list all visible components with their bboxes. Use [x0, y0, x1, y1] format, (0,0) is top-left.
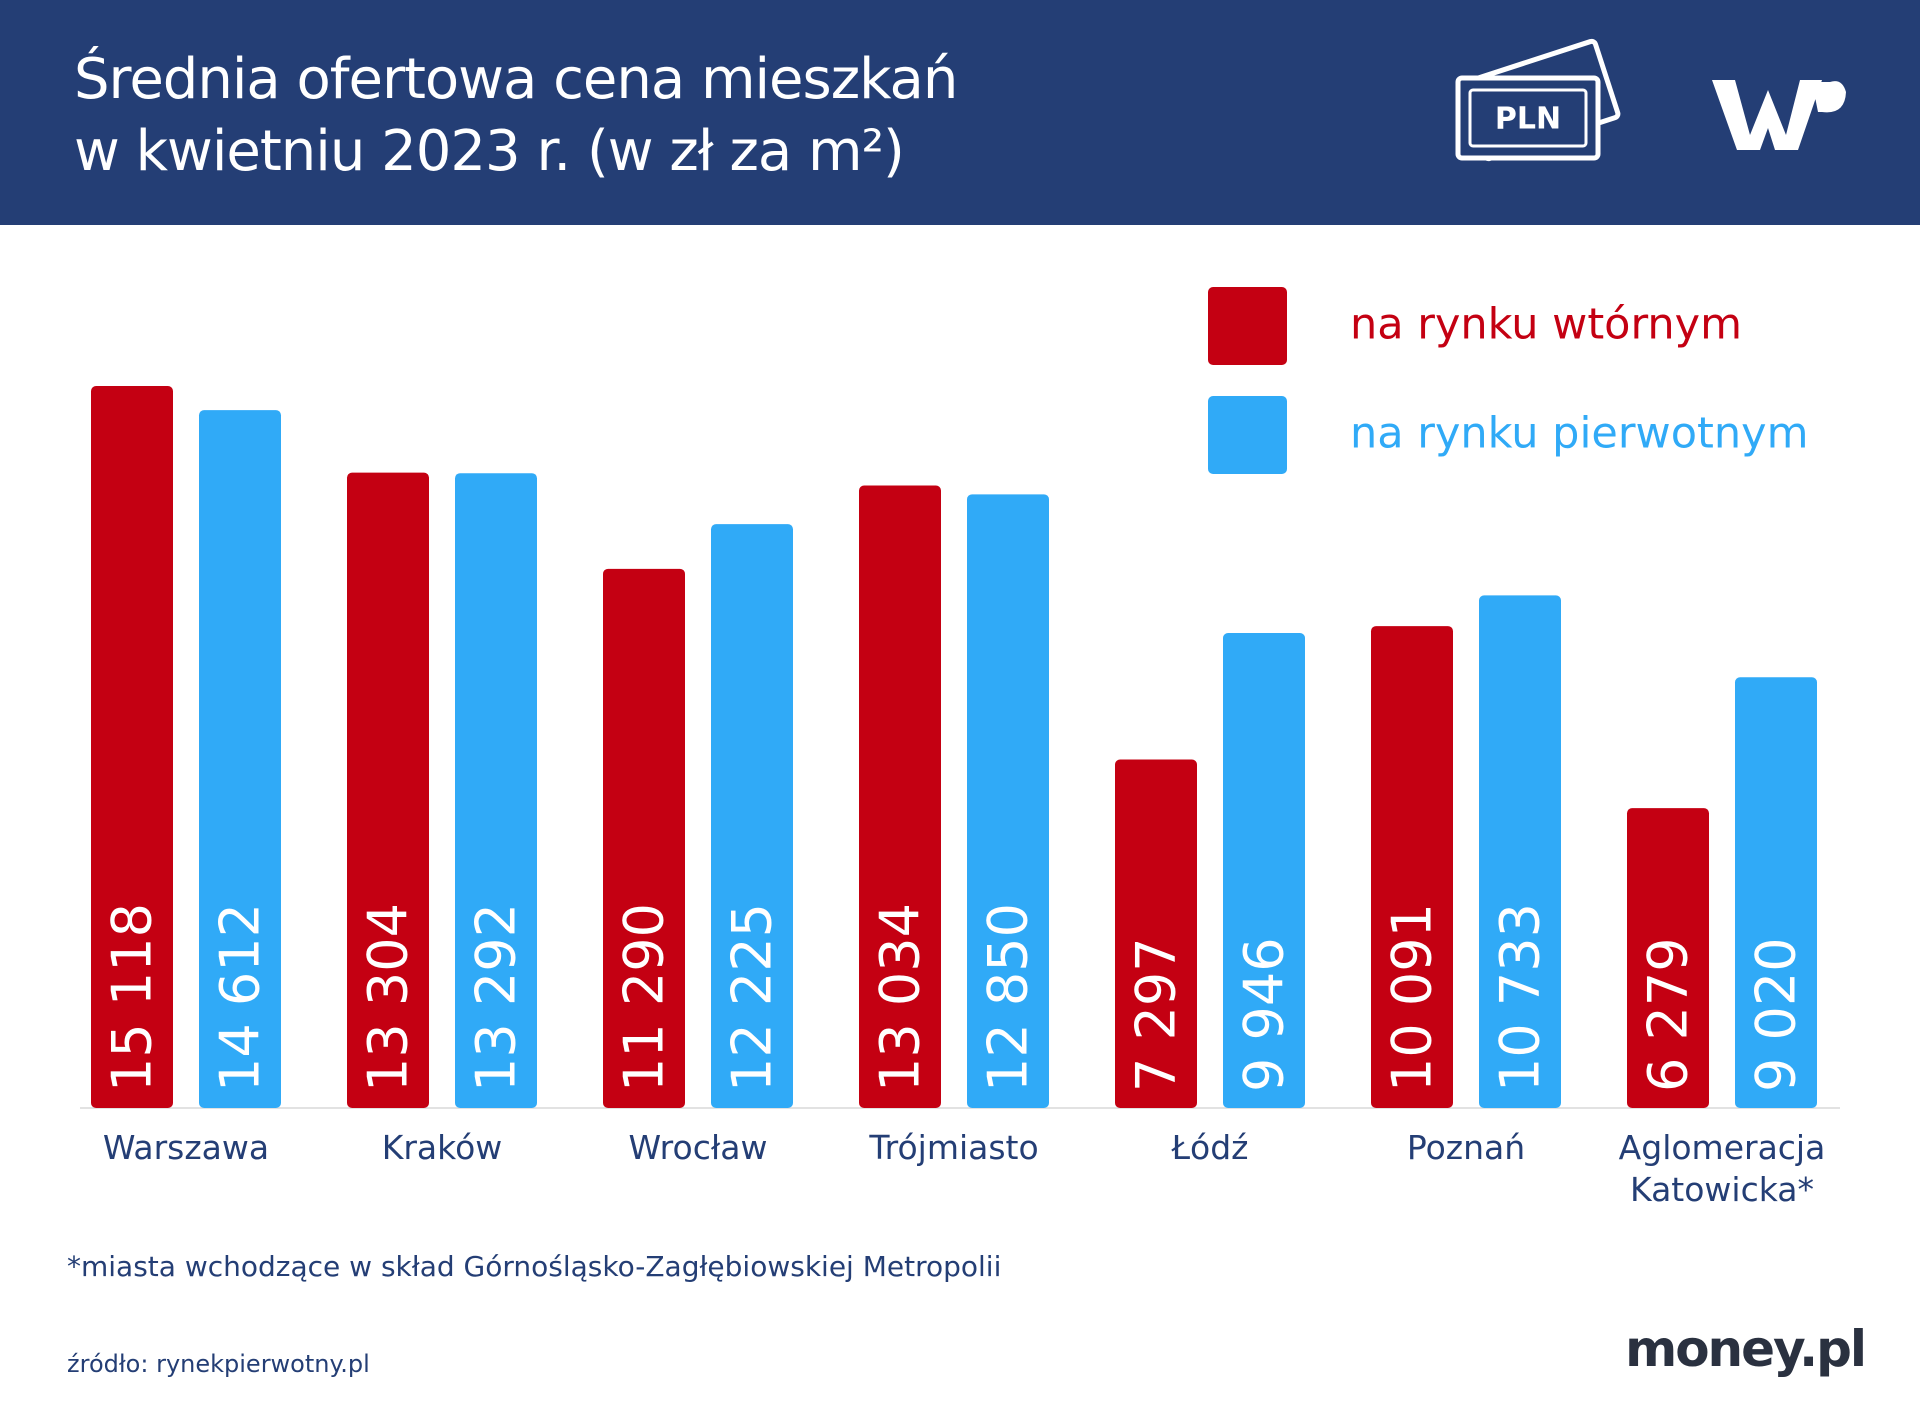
brand-logo: money.pl [1625, 1320, 1867, 1378]
x-tick-label: Łódź [1171, 1128, 1249, 1167]
value-label: 14 612 [209, 903, 272, 1092]
legend-swatch [1208, 396, 1287, 474]
bar [91, 386, 173, 1108]
chart-title: Średnia ofertowa cena mieszkań w kwietni… [74, 47, 958, 184]
bar [859, 485, 941, 1108]
bar [1627, 808, 1709, 1108]
value-label: 13 304 [357, 903, 420, 1092]
bar [967, 494, 1049, 1108]
bar [1371, 626, 1453, 1108]
value-label: 9 020 [1745, 937, 1808, 1092]
bar [199, 410, 281, 1108]
value-label: 12 850 [977, 903, 1040, 1092]
x-tick-label: Aglomeracja Katowicka* [1618, 1128, 1826, 1209]
icon-label: PLN [1495, 102, 1561, 137]
legend-label: na rynku pierwotnym [1350, 409, 1808, 459]
bar [455, 473, 537, 1108]
legend-label: na rynku wtórnym [1350, 300, 1742, 350]
x-tick-label: Poznań [1406, 1128, 1526, 1167]
x-tick-label: Warszawa [102, 1128, 270, 1167]
bar [1735, 677, 1817, 1108]
value-label: 6 279 [1637, 937, 1700, 1092]
bar [1223, 633, 1305, 1108]
value-label: 7 297 [1125, 937, 1188, 1092]
pln-icon: PLN [1455, 38, 1621, 162]
value-label: 10 091 [1381, 903, 1444, 1092]
bar [1115, 759, 1197, 1108]
footnote: *miasta wchodzące w skład Górnośląsko-Za… [67, 1250, 1002, 1283]
value-label: 9 946 [1233, 937, 1296, 1092]
bar [347, 472, 429, 1109]
value-label: 13 034 [869, 903, 932, 1092]
source: źródło: rynekpierwotny.pl [67, 1350, 370, 1378]
value-label: 15 118 [101, 903, 164, 1092]
bar [711, 524, 793, 1108]
bar [1479, 595, 1561, 1108]
value-label: 13 292 [465, 903, 528, 1092]
x-tick-label: Wrocław [628, 1128, 768, 1167]
x-tick-label: Trójmiasto [869, 1128, 1039, 1167]
value-label: 10 733 [1489, 903, 1552, 1092]
value-label: 12 225 [721, 903, 784, 1092]
bar [603, 568, 685, 1108]
value-label: 11 290 [613, 903, 676, 1092]
wp-logo [1712, 80, 1846, 150]
legend-swatch [1208, 287, 1287, 365]
x-tick-label: Kraków [381, 1128, 503, 1167]
